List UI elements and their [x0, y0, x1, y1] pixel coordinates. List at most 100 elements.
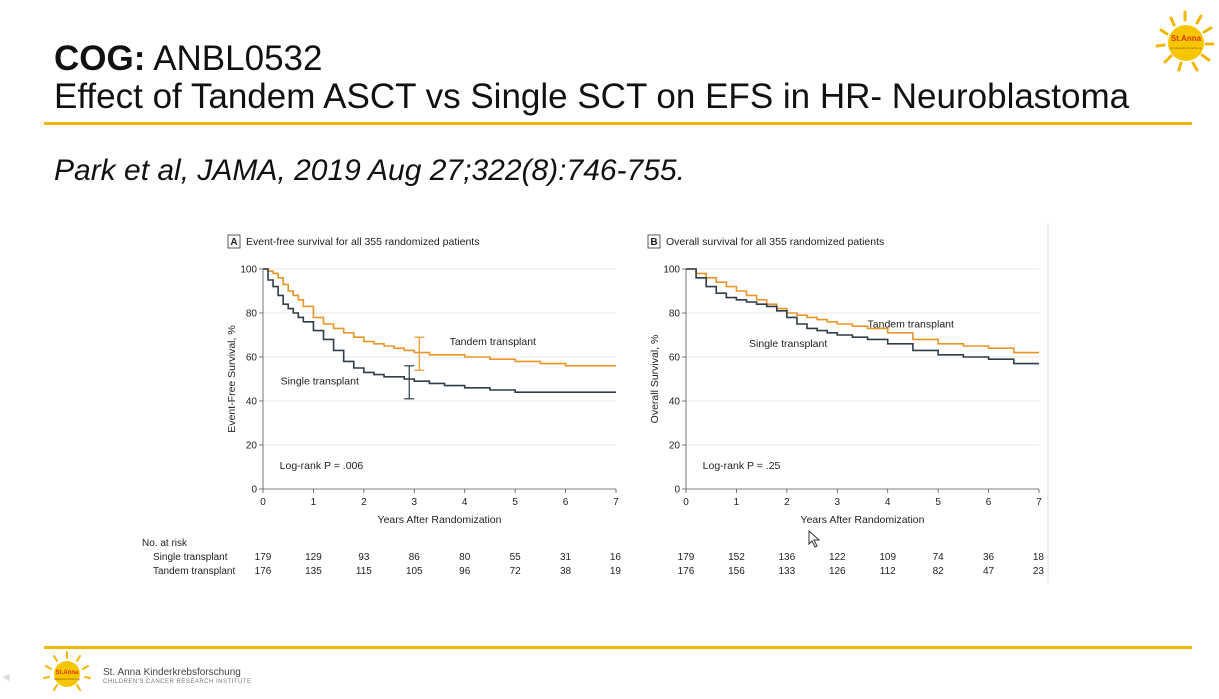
panel-a-tandem-transplant-curve	[263, 268, 616, 367]
panel-a-risk-row-label: Tandem transplant	[153, 566, 235, 577]
panel-b-risk-value: 136	[779, 552, 796, 563]
panel-a-risk-value: 129	[305, 552, 322, 563]
panel-b-risk-value: 179	[678, 552, 695, 563]
panel-b-single-transplant-label: Single transplant	[749, 338, 827, 350]
title-rule	[44, 122, 1192, 125]
panel-b-ytick-label: 20	[669, 441, 681, 452]
panel-a-ytick-label: 20	[246, 441, 258, 452]
panel-a-log-rank-annotation: Log-rank P = .006	[280, 460, 364, 472]
panel-b-tandem-transplant-label: Tandem transplant	[868, 318, 954, 330]
footer-logo: St.Anna Kinderkrebs Forschung	[40, 650, 94, 694]
panel-b-risk-value: 109	[879, 552, 896, 563]
panel-a-risk-value: 86	[409, 552, 421, 563]
panel-b-ytick-label: 80	[669, 309, 681, 320]
panel-a-tandem-transplant-label: Tandem transplant	[450, 336, 536, 348]
panel-b-risk-value: 74	[933, 552, 945, 563]
panel-a-risk-value: 179	[255, 552, 272, 563]
panel-b-risk-value: 133	[779, 566, 796, 577]
slide-title: COG: ANBL0532	[54, 40, 322, 78]
footer-institute-name: St. Anna Kinderkrebsforschung	[103, 667, 241, 678]
panel-a-xtick-label: 6	[563, 497, 569, 508]
panel-a-risk-value: 176	[255, 566, 272, 577]
panel-b-xtick-label: 7	[1036, 497, 1042, 508]
panel-a-xtick-label: 7	[613, 497, 619, 508]
panel-a-xtick-label: 4	[462, 497, 468, 508]
panel-a-risk-value: 80	[459, 552, 471, 563]
panel-b-risk-value: 82	[933, 566, 945, 577]
panel-b-xtick-label: 6	[986, 497, 992, 508]
panel-a-risk-value: 96	[459, 566, 471, 577]
panel-b-xtick-label: 0	[683, 497, 689, 508]
panel-a-xtick-label: 3	[412, 497, 418, 508]
panel-a-y-axis-label: Event-Free Survival, %	[226, 325, 238, 432]
panel-b-risk-value: 112	[880, 566, 896, 577]
footer-logo-text: St.Anna	[56, 670, 79, 676]
panel-b-xtick-label: 4	[885, 497, 891, 508]
panel-b-log-rank-annotation: Log-rank P = .25	[703, 460, 781, 472]
panel-b-risk-value: 156	[728, 566, 745, 577]
panel-b-xtick-label: 1	[734, 497, 740, 508]
panel-b-risk-value: 126	[829, 566, 846, 577]
panel-b-risk-value: 176	[678, 566, 695, 577]
panel-a-single-transplant-label: Single transplant	[281, 376, 359, 388]
panel-a-xtick-label: 0	[260, 497, 266, 508]
panel-a-risk-row-label: Single transplant	[153, 552, 228, 563]
panel-a-risk-value: 115	[356, 566, 372, 577]
slide-subtitle: Effect of Tandem ASCT vs Single SCT on E…	[54, 77, 1130, 116]
panel-b-risk-value: 122	[829, 552, 846, 563]
st-anna-logo: St.Anna Kinderkrebs Forschung	[1153, 8, 1217, 74]
mouse-cursor-icon	[808, 529, 822, 553]
panel-a-risk-value: 135	[305, 566, 322, 577]
panel-a-single-transplant-curve	[263, 268, 616, 393]
panel-b-xtick-label: 3	[835, 497, 841, 508]
panel-a-risk-value: 16	[610, 552, 622, 563]
panel-a-risk-value: 72	[510, 566, 522, 577]
panel-b-ytick-label: 0	[674, 485, 680, 496]
panel-a-xtick-label: 2	[361, 497, 367, 508]
panel-b-ytick-label: 100	[663, 265, 680, 276]
title-bold: COG:	[54, 39, 146, 78]
panel-a-letter: A	[230, 237, 237, 248]
panel-a-ytick-label: 40	[246, 397, 258, 408]
panel-b-x-axis-label: Years After Randomization	[801, 514, 925, 526]
panel-a-letter-box	[227, 234, 241, 249]
panel-a-risk-value: 31	[560, 552, 572, 563]
panel-b-ytick-label: 60	[669, 353, 681, 364]
panel-a-risk-value: 105	[406, 566, 423, 577]
panel-a-risk-value: 93	[358, 552, 370, 563]
title-rest: ANBL0532	[153, 39, 323, 78]
footer-logo-subtext: Kinderkrebs Forschung	[54, 678, 80, 681]
panel-a-ytick-label: 60	[246, 353, 258, 364]
panel-a-title: Event-free survival for all 355 randomiz…	[246, 236, 479, 248]
panel-b-xtick-label: 5	[935, 497, 941, 508]
logo-text: St.Anna	[1171, 34, 1202, 43]
logo-subtext: Kinderkrebs Forschung	[1170, 46, 1201, 50]
panel-b-letter: B	[650, 237, 657, 248]
panel-b-y-axis-label: Overall Survival, %	[649, 335, 661, 424]
panel-a-ytick-label: 100	[240, 265, 257, 276]
panel-b-xtick-label: 2	[784, 497, 790, 508]
panel-a-risk-value: 55	[510, 552, 522, 563]
panel-b-letter-box	[647, 234, 661, 249]
panel-b-ytick-label: 40	[669, 397, 681, 408]
panel-b-single-transplant-curve	[686, 268, 1039, 365]
panel-b-risk-value: 23	[1033, 566, 1045, 577]
panel-b-tandem-transplant-curve	[686, 268, 1039, 354]
panel-b-title: Overall survival for all 355 randomized …	[666, 236, 884, 248]
panel-a-xtick-label: 5	[512, 497, 518, 508]
footer-institute-sub: CHILDREN'S CANCER RESEARCH INSTITUTE	[103, 679, 252, 685]
panel-b-risk-value: 47	[983, 566, 995, 577]
panel-a-ytick-label: 80	[246, 309, 258, 320]
panel-a-risk-value: 38	[560, 566, 572, 577]
presentation-control-icon[interactable]: ◀	[2, 672, 10, 683]
panel-a-xtick-label: 1	[311, 497, 317, 508]
km-charts-svg: A Event-free survival for all 355 randomi…	[142, 223, 1049, 583]
panel-a-x-axis-label: Years After Randomization	[378, 514, 502, 526]
panel-b-risk-value: 36	[983, 552, 995, 563]
footer-rule	[44, 646, 1192, 649]
citation: Park et al, JAMA, 2019 Aug 27;322(8):746…	[54, 154, 685, 187]
panel-a-risk-value: 19	[610, 566, 622, 577]
panel-b-risk-value: 152	[728, 552, 745, 563]
panel-a-ytick-label: 0	[251, 485, 257, 496]
panel-b-risk-value: 18	[1033, 552, 1045, 563]
